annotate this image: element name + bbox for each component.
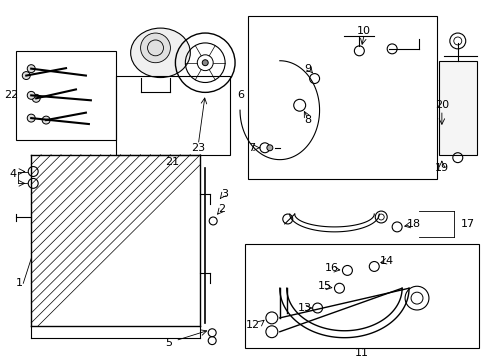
Circle shape bbox=[42, 116, 50, 124]
Circle shape bbox=[27, 114, 35, 122]
Text: 19: 19 bbox=[435, 163, 449, 172]
Bar bbox=[439, 61, 477, 155]
Bar bbox=[248, 16, 437, 179]
Text: 1: 1 bbox=[16, 278, 23, 288]
Text: 5: 5 bbox=[165, 338, 172, 348]
Circle shape bbox=[202, 60, 208, 66]
Text: 12: 12 bbox=[246, 320, 260, 330]
Circle shape bbox=[141, 33, 171, 63]
Text: 15: 15 bbox=[318, 281, 332, 291]
Text: 6: 6 bbox=[237, 90, 244, 100]
Circle shape bbox=[267, 145, 273, 151]
Text: 8: 8 bbox=[304, 115, 311, 125]
Text: 21: 21 bbox=[165, 157, 179, 167]
Bar bbox=[116, 76, 230, 155]
Bar bbox=[245, 244, 479, 347]
Bar bbox=[16, 51, 116, 140]
Text: 13: 13 bbox=[297, 303, 312, 313]
Text: 7: 7 bbox=[248, 143, 255, 153]
Circle shape bbox=[22, 72, 30, 80]
Text: 2: 2 bbox=[219, 204, 226, 214]
Text: 10: 10 bbox=[357, 26, 371, 36]
Circle shape bbox=[27, 65, 35, 73]
Text: 14: 14 bbox=[380, 256, 394, 266]
Text: 18: 18 bbox=[407, 219, 421, 229]
Text: 4: 4 bbox=[10, 170, 17, 180]
Text: 17: 17 bbox=[461, 219, 475, 229]
Circle shape bbox=[27, 91, 35, 99]
Text: 11: 11 bbox=[354, 347, 368, 357]
Circle shape bbox=[32, 94, 40, 102]
Text: 23: 23 bbox=[191, 143, 205, 153]
Text: 22: 22 bbox=[4, 90, 19, 100]
Text: 16: 16 bbox=[324, 264, 339, 274]
Ellipse shape bbox=[131, 28, 190, 77]
Text: 9: 9 bbox=[304, 64, 311, 74]
Text: 3: 3 bbox=[221, 189, 229, 199]
Text: 20: 20 bbox=[435, 100, 449, 110]
